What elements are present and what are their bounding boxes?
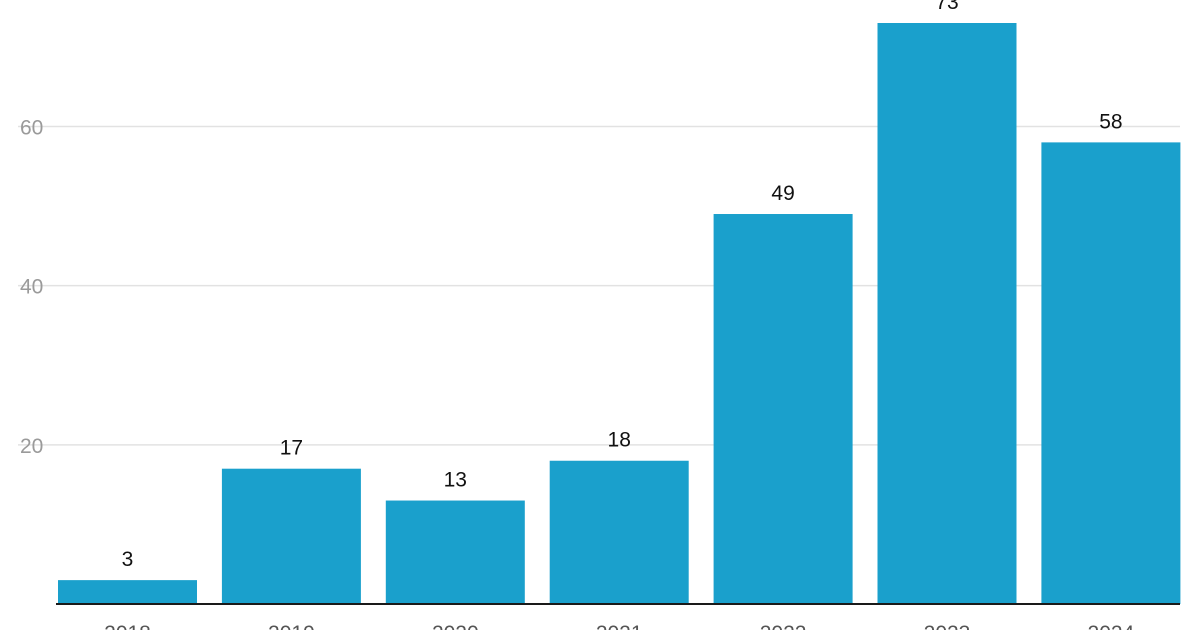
bar-2020: [385, 500, 525, 604]
data-label-2020: 13: [444, 469, 467, 492]
data-label-2022: 49: [771, 182, 794, 205]
data-label-2024: 58: [1099, 110, 1122, 133]
x-tick-label-2019: 2019: [268, 622, 315, 630]
x-axis-ticks: 2018 2019 2020 2021 2022 2023 2024: [104, 622, 1134, 630]
y-tick-label: 40: [20, 276, 43, 299]
x-tick-label-2020: 2020: [432, 622, 479, 630]
bar-2024: [1041, 142, 1181, 605]
data-label-2018: 3: [122, 548, 134, 571]
x-tick-label-2018: 2018: [104, 622, 151, 630]
data-label-2023: 73: [935, 0, 958, 14]
bars: [58, 23, 1181, 605]
data-labels: 3 17 13 18 49 73 58: [122, 0, 1123, 571]
data-label-2019: 17: [280, 437, 303, 460]
bar-2021: [549, 460, 689, 604]
x-tick-label-2023: 2023: [924, 622, 971, 630]
x-tick-label-2024: 2024: [1088, 622, 1135, 630]
bar-2019: [221, 468, 361, 604]
x-tick-label-2022: 2022: [760, 622, 807, 630]
y-tick-label: 20: [20, 435, 43, 458]
y-axis-ticks: 20 40 60: [20, 116, 43, 457]
bar-2018: [58, 580, 197, 604]
bar-2022: [713, 214, 853, 604]
y-tick-label: 60: [20, 116, 43, 139]
x-tick-label-2021: 2021: [596, 622, 643, 630]
data-label-2021: 18: [608, 429, 631, 452]
bar-2023: [877, 23, 1017, 604]
